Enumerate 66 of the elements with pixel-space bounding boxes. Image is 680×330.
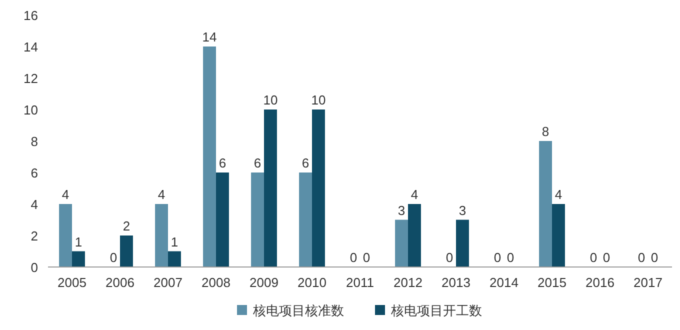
x-tick-label: 2017: [634, 275, 662, 290]
y-tick-label: 12: [24, 71, 38, 86]
bar: [155, 204, 168, 267]
x-tick-label: 2016: [586, 275, 614, 290]
data-label: 2: [122, 218, 130, 234]
data-label: 0: [362, 250, 370, 265]
y-tick-label: 6: [30, 166, 38, 180]
x-tick-label: 2015: [538, 275, 566, 290]
bar: [59, 204, 72, 267]
data-label: 4: [158, 187, 166, 202]
y-tick-label: 0: [30, 260, 38, 275]
data-label: 4: [554, 187, 562, 202]
data-label: 1: [74, 234, 82, 250]
bar: [264, 110, 277, 267]
data-label: 0: [110, 250, 118, 265]
y-tick-label: 14: [24, 40, 38, 54]
data-label: 0: [506, 250, 514, 265]
x-tick-label: 2014: [490, 275, 518, 290]
data-label: 4: [62, 187, 70, 202]
data-label: 3: [458, 202, 466, 218]
y-tick-label: 8: [30, 134, 38, 149]
bar: [251, 172, 264, 267]
data-label: 3: [398, 202, 406, 218]
data-label: 0: [602, 250, 610, 265]
x-tick-label: 2011: [346, 275, 374, 290]
bar: [299, 172, 312, 267]
bar: [539, 141, 552, 267]
data-label: 6: [302, 156, 310, 170]
legend-label: 核电项目开工数: [390, 303, 482, 318]
data-label: 6: [254, 156, 262, 170]
data-label: 0: [638, 250, 646, 265]
data-label: 0: [590, 250, 598, 265]
x-tick-label: 2005: [58, 275, 86, 290]
y-tick-label: 2: [30, 228, 38, 244]
bar: [168, 251, 181, 267]
x-tick-label: 2007: [154, 275, 182, 290]
bar: [312, 110, 325, 267]
data-label: 8: [542, 124, 550, 139]
y-tick-label: 10: [24, 102, 38, 118]
y-tick-label: 16: [24, 8, 38, 23]
x-tick-label: 2008: [202, 275, 230, 290]
bar: [120, 236, 133, 267]
bar: [408, 204, 421, 267]
data-label: 0: [446, 250, 454, 265]
x-tick-label: 2010: [298, 275, 326, 290]
data-label: 1: [170, 234, 178, 250]
data-label: 6: [218, 156, 226, 170]
data-label: 10: [311, 92, 326, 108]
data-label: 10: [263, 92, 278, 108]
x-tick-label: 2006: [106, 275, 134, 290]
y-tick-label: 4: [30, 197, 38, 212]
data-label: 14: [202, 30, 217, 44]
bar: [216, 172, 229, 267]
data-label: 0: [350, 250, 358, 265]
x-tick-label: 2012: [394, 275, 422, 290]
data-label: 0: [494, 250, 502, 265]
bar: [552, 204, 565, 267]
legend-label: 核电项目核准数: [252, 303, 344, 318]
bar: [203, 46, 216, 267]
data-label: 0: [650, 250, 658, 265]
bar: [456, 220, 469, 267]
x-tick-label: 2009: [250, 275, 278, 290]
x-tick-label: 2013: [442, 275, 470, 290]
bar: [72, 251, 85, 267]
bar: [395, 220, 408, 267]
data-label: 4: [410, 187, 418, 202]
